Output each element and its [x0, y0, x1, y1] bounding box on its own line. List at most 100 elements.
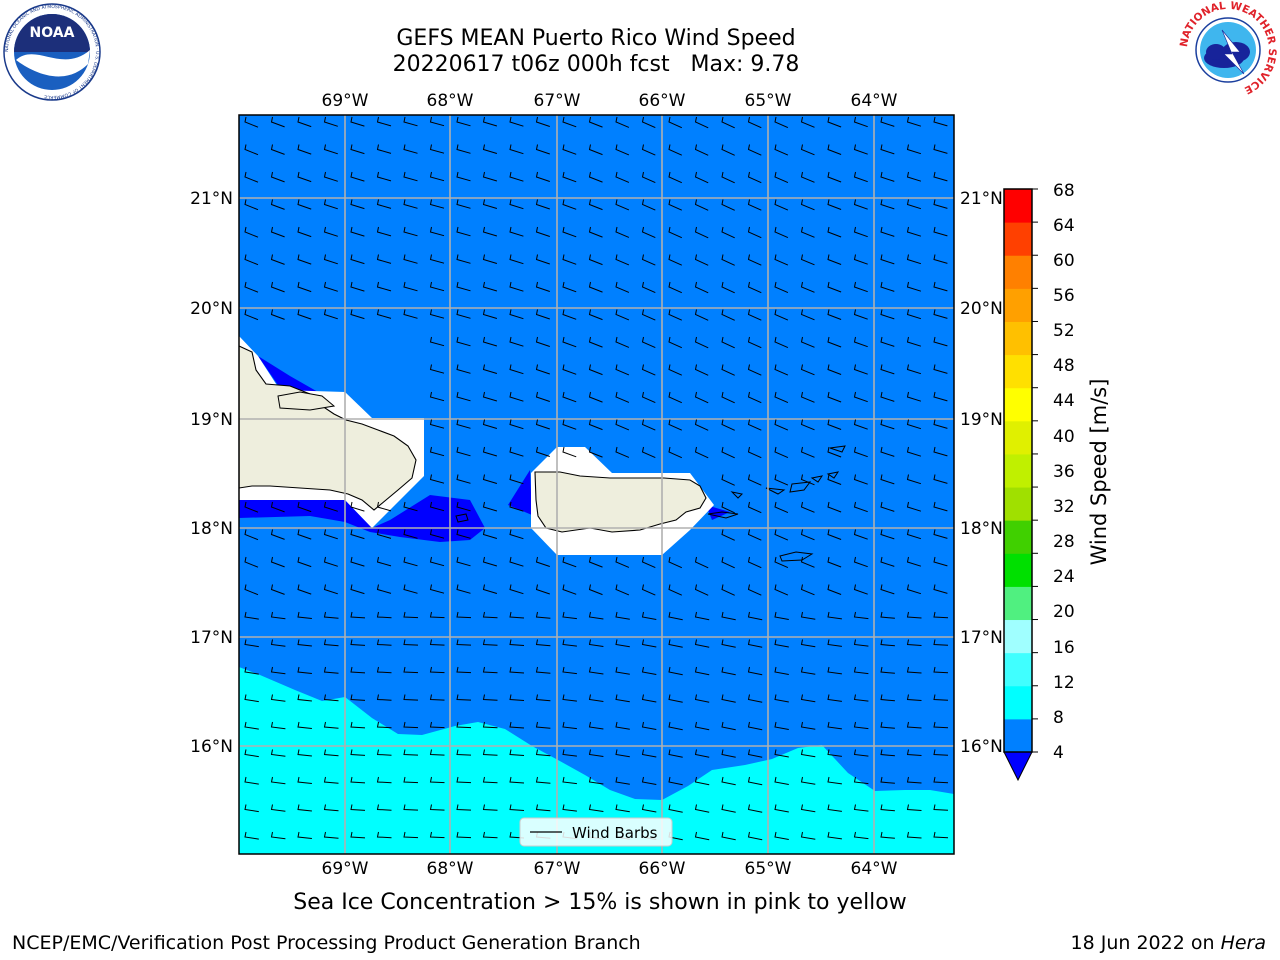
land-vieques: [707, 511, 739, 519]
wind-barb: [588, 749, 604, 757]
wind-barb: [641, 171, 656, 184]
lon-label-bottom: 64°W: [851, 859, 898, 879]
wind-barb: [747, 199, 762, 211]
wind-barb: [509, 694, 525, 701]
land-mona-island: [455, 513, 469, 523]
wind-barb: [747, 584, 762, 596]
wind-barb: [747, 556, 762, 569]
colorbar-bin: [1004, 387, 1032, 422]
wind-barb: [933, 419, 948, 429]
lat-label-left: 16°N: [190, 737, 233, 757]
wind-barb: [933, 776, 949, 784]
wind-barb: [694, 584, 709, 596]
wind-barb: [350, 804, 366, 811]
wind-barb: [721, 584, 735, 596]
wind-barb: [721, 171, 735, 184]
land-puerto-rico: [534, 471, 707, 533]
wind-barb: [509, 721, 525, 729]
wind-barb: [456, 611, 472, 619]
chart-title: GEFS MEAN Puerto Rico Wind Speed 2022061…: [0, 26, 1192, 78]
wind-barb: [774, 144, 789, 156]
colorbar-tick: 60: [1053, 251, 1075, 271]
colorbar-tick: 28: [1053, 532, 1075, 552]
wind-barb: [880, 776, 895, 784]
wind-barb: [774, 721, 789, 730]
wind-barb: [297, 501, 312, 513]
wind-barb: [747, 804, 763, 813]
wind-barb: [456, 556, 471, 567]
wind-barb: [694, 666, 710, 676]
colorbar-tick: 32: [1053, 497, 1075, 517]
wind-barb: [588, 556, 603, 568]
wind-barb: [694, 721, 710, 731]
wind-barb: [641, 666, 657, 675]
wind-barb: [906, 529, 922, 540]
wind-barb: [297, 749, 312, 757]
wind-barb: [429, 666, 445, 674]
wind-barb: [403, 199, 418, 209]
wind-barb: [906, 171, 922, 182]
wind-barb: [615, 446, 630, 458]
wind-barb: [244, 584, 259, 596]
wind-barb: [641, 364, 656, 376]
wind-barb: [747, 309, 762, 321]
wind-barb: [482, 721, 498, 729]
wind-barb: [429, 639, 445, 646]
wind-barb: [456, 776, 472, 784]
wind-barb: [747, 501, 762, 514]
lat-label-right: 21°N: [960, 189, 1003, 209]
wind-barb: [880, 419, 895, 430]
wind-barb: [429, 309, 445, 319]
wind-barb: [721, 776, 736, 786]
wind-barb: [906, 226, 922, 237]
wind-barb: [641, 694, 657, 703]
wind-barb: [827, 749, 842, 757]
wind-barb: [880, 446, 895, 457]
wind-barb: [827, 254, 842, 265]
wind-barb: [376, 281, 392, 292]
wind-barb: [482, 254, 498, 264]
wind-barb: [482, 116, 498, 127]
wind-barb: [588, 776, 604, 785]
wind-barb: [350, 694, 366, 701]
wind-barb: [509, 749, 525, 756]
wind-barb: [270, 309, 285, 320]
lat-label-right: 17°N: [960, 628, 1003, 648]
wind-barb: [906, 391, 922, 402]
wind-barb: [482, 336, 498, 347]
wind-barb: [482, 391, 498, 402]
wind-barb: [747, 611, 763, 621]
wind-barb: [906, 721, 922, 729]
colorbar-tick: 44: [1053, 391, 1075, 411]
wind-barb: [429, 446, 445, 457]
wind-barb: [668, 309, 683, 321]
wind-barb: [376, 199, 392, 209]
wind-barb: [482, 501, 498, 512]
wind-barb: [562, 776, 577, 785]
wind-barb: [376, 804, 392, 811]
wind-barb: [323, 501, 338, 512]
wind-barb: [323, 556, 338, 567]
wind-barb: [933, 226, 948, 237]
wind-barb: [535, 804, 551, 812]
lon-label-bottom: 66°W: [639, 859, 686, 879]
wind-barb: [456, 226, 471, 237]
wind-barb: [482, 364, 498, 374]
wind-barb: [403, 254, 418, 264]
wind-barb: [588, 666, 604, 675]
wind-barb: [244, 831, 259, 840]
colorbar-bin: [1004, 255, 1032, 289]
wind-barb: [800, 419, 815, 431]
wind-barb: [323, 584, 338, 595]
wind-barb: [853, 171, 868, 183]
wind-barb: [880, 254, 895, 265]
wind-barb: [933, 309, 948, 319]
wind-barb: [906, 694, 922, 701]
wind-barb: [880, 336, 895, 347]
wind-barb: [827, 144, 842, 155]
wind-barb: [509, 171, 524, 182]
wind-barb: [297, 309, 312, 320]
wind-barb: [668, 584, 683, 596]
wind-barb: [774, 501, 789, 514]
wind-barb: [562, 749, 577, 757]
